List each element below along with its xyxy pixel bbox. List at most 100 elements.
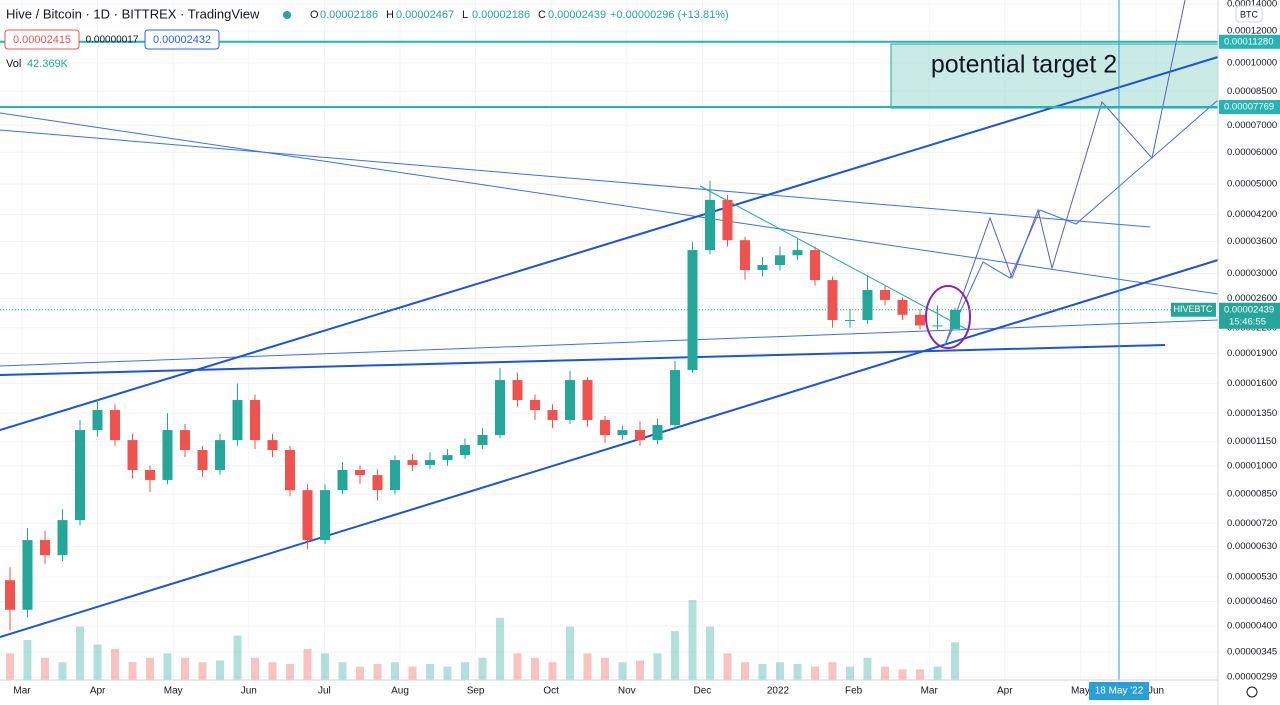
ohlc-key: C <box>538 9 546 21</box>
currency-button[interactable] <box>1235 5 1263 23</box>
projection <box>944 0 1186 346</box>
y-tick-label: 0.00002600 <box>1227 293 1277 304</box>
volume-label: Vol <box>6 58 21 70</box>
y-tick-label: 0.00001350 <box>1227 408 1277 419</box>
y-tick-label: 0.00003000 <box>1227 268 1277 279</box>
volume-bar <box>793 664 802 680</box>
volume-bar <box>758 664 767 680</box>
annotation: potential target 2 <box>931 51 1117 79</box>
x-tick-label: Mar <box>13 686 31 697</box>
volume-bar <box>23 640 32 680</box>
bid[interactable]: 0.00002415 <box>13 34 71 46</box>
x-tick-label: Feb <box>845 686 863 697</box>
x-tick-label: Oct <box>543 686 559 697</box>
date-label-bg <box>1089 682 1149 700</box>
ohlc-key: O <box>310 9 319 21</box>
volume-value: 42.369K <box>27 58 69 70</box>
volume-bar <box>828 662 837 680</box>
candle-body <box>565 380 575 420</box>
y-tick-label: 0.00000530 <box>1227 571 1277 582</box>
ask[interactable]: 0.00002432 <box>153 34 211 46</box>
trendline <box>699 185 969 331</box>
currency[interactable]: BTC <box>1240 9 1259 19</box>
volume-bar <box>898 669 907 680</box>
candle-body <box>425 460 435 466</box>
candle-body <box>75 430 85 521</box>
candle-body <box>5 580 15 610</box>
y-tick-label: 0.00006000 <box>1227 147 1277 158</box>
candle-body <box>215 440 225 471</box>
candle-body <box>355 470 365 476</box>
target-zone <box>890 43 1219 109</box>
volume-bar <box>618 662 627 680</box>
volume-bar <box>356 666 364 680</box>
volume-bar <box>933 666 942 680</box>
y-tick-label: 0.00003600 <box>1227 236 1277 247</box>
volume-bar <box>233 635 242 680</box>
y-tick-label: 0.00000720 <box>1227 518 1277 529</box>
volume-bar <box>268 662 277 680</box>
volume-bar <box>531 657 539 680</box>
candle-body <box>180 430 190 451</box>
ohlc-value: 0.00002186 <box>472 9 530 21</box>
ohlc: O 0.00002186 H 0.00002467 L 0.00002186 C 0.0000… <box>310 9 729 21</box>
volume-bar <box>653 653 662 680</box>
x-tick-label: Jun <box>1148 686 1164 697</box>
candle-body <box>687 250 698 371</box>
volume-bar <box>916 669 924 680</box>
volume-bar <box>846 666 854 680</box>
candle-body <box>705 199 715 251</box>
header: Hive / Bitcoin · 1D · BITTREX · TradingV… <box>4 6 729 70</box>
x-tick-label: Mar <box>921 686 939 697</box>
candle-body <box>22 540 33 610</box>
y-tick-label: 0.00001900 <box>1227 348 1277 359</box>
candle-body <box>442 455 453 461</box>
candle-body <box>250 400 260 441</box>
buy-button[interactable] <box>144 29 220 50</box>
candle-body <box>477 435 488 445</box>
sell-button[interactable] <box>4 29 80 50</box>
volume-bar <box>391 662 399 680</box>
x-tick-label: Apr <box>997 686 1013 697</box>
volume-bar <box>251 657 259 680</box>
status-dot <box>283 11 291 19</box>
candle-body <box>530 400 540 411</box>
volume-bar <box>513 653 522 680</box>
candle-body <box>127 440 138 471</box>
trendline <box>0 112 1219 295</box>
volume-bar <box>601 657 609 680</box>
candle-body <box>145 470 155 480</box>
ticker-tag <box>1171 302 1216 317</box>
trendline <box>0 319 1219 367</box>
ticker: HIVEBTC <box>1173 304 1213 314</box>
drawings <box>0 0 1219 680</box>
projection <box>944 99 1219 346</box>
candle-body <box>372 475 383 491</box>
volume-bar <box>811 666 819 680</box>
volume-bar <box>303 648 312 680</box>
candle-body <box>302 490 313 541</box>
volume-bar <box>706 626 714 680</box>
x-tick-label: Jul <box>318 686 331 697</box>
volume-bar <box>408 666 417 680</box>
change: +0.00000296 (+13.81%) <box>610 9 729 21</box>
candle-body <box>582 380 593 420</box>
ohlc-key: L <box>462 9 468 21</box>
volume-bar <box>461 662 469 680</box>
price-axis <box>1218 0 1280 705</box>
candle-body <box>390 460 400 491</box>
volume-bar <box>58 662 67 680</box>
ohlc-value: 0.00002467 <box>396 9 454 21</box>
x-tick-label: 2022 <box>767 686 790 697</box>
candle-body <box>740 240 750 271</box>
candle-body <box>810 250 820 281</box>
candle-body <box>775 255 785 265</box>
countdown: 15:46:55 <box>1229 316 1266 327</box>
volume-bar <box>443 666 452 680</box>
settings-icon[interactable] <box>1246 686 1258 698</box>
candle-body <box>232 400 243 441</box>
candle-body <box>652 425 663 441</box>
current-price-label: 0.00002439 <box>1224 304 1274 315</box>
candle-body <box>267 440 278 451</box>
